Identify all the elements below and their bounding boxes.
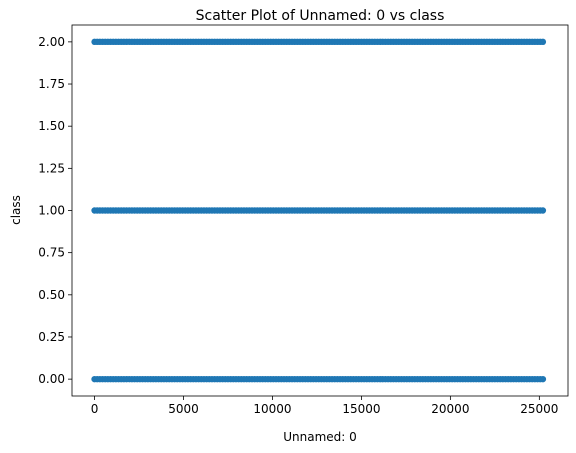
x-tick-label: 0 (91, 402, 99, 416)
scatter-point (539, 207, 547, 214)
y-tick-label: 1.75 (38, 77, 65, 91)
y-tick-label: 2.00 (38, 35, 65, 49)
plot-frame (71, 24, 569, 397)
x-tick-label: 15000 (342, 402, 380, 416)
x-tick-label: 25000 (520, 402, 558, 416)
y-tick-label: 1.00 (38, 204, 65, 218)
y-tick-label: 0.00 (38, 372, 65, 386)
y-axis-ticks: 0.00 0.25 0.50 0.75 1.00 1.25 1.50 1.75 2.00 (38, 35, 72, 386)
scatter-point (539, 38, 547, 46)
point-row-class-2 (91, 38, 547, 46)
chart-title: Scatter Plot of Unnamed: 0 vs class (196, 8, 445, 24)
y-tick-label: 1.50 (38, 119, 65, 133)
x-tick-label: 10000 (253, 402, 291, 416)
y-axis-label: class (9, 195, 23, 225)
x-axis-label: Unnamed: 0 (283, 430, 357, 444)
y-tick-label: 1.25 (38, 161, 65, 175)
scatter-points (91, 38, 547, 383)
scatter-point (539, 375, 547, 383)
y-tick-label: 0.50 (38, 288, 65, 302)
x-axis-ticks: 0 5000 10000 15000 20000 25000 (91, 396, 558, 416)
y-tick-label: 0.75 (38, 246, 65, 260)
x-tick-label: 20000 (431, 402, 469, 416)
point-row-class-0 (91, 375, 547, 383)
x-tick-label: 5000 (168, 402, 199, 416)
y-tick-label: 0.25 (38, 330, 65, 344)
point-row-class-1 (91, 207, 547, 214)
